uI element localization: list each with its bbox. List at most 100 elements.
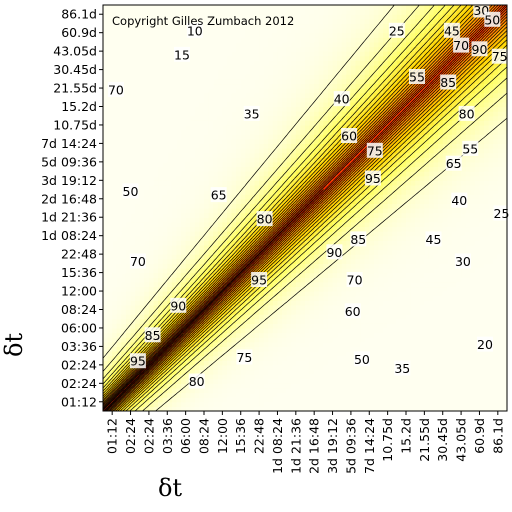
heat-cell <box>341 203 347 209</box>
heat-cell <box>236 51 242 57</box>
heat-cell <box>158 277 164 283</box>
heat-cell <box>305 129 311 135</box>
heat-cell <box>263 323 269 329</box>
heat-cell <box>162 101 168 108</box>
heat-cell <box>337 134 343 140</box>
heat-cell <box>254 64 260 71</box>
heat-cell <box>135 23 141 29</box>
heat-cell <box>305 198 311 204</box>
heat-cell <box>327 374 334 380</box>
heat-cell <box>185 60 191 66</box>
heat-cell <box>139 14 145 20</box>
heat-cell <box>185 129 191 135</box>
heat-cell <box>337 281 343 288</box>
heat-cell <box>139 60 145 66</box>
heat-cell <box>226 143 233 149</box>
heat-cell <box>346 212 352 218</box>
heat-cell <box>341 14 347 20</box>
heat-cell <box>240 152 246 158</box>
heat-cell <box>272 286 279 292</box>
heat-cell <box>360 364 366 371</box>
heat-cell <box>204 383 210 389</box>
heat-cell <box>176 88 182 94</box>
heat-cell <box>231 189 237 195</box>
heat-cell <box>190 212 196 218</box>
heat-cell <box>139 138 145 145</box>
heat-cell <box>236 129 242 135</box>
heat-cell <box>181 240 187 246</box>
heat-cell <box>148 134 155 140</box>
heat-cell <box>327 323 334 329</box>
heat-cell <box>213 309 219 315</box>
heat-cell <box>277 341 283 348</box>
heat-cell <box>153 171 159 177</box>
heat-cell <box>226 189 233 195</box>
heat-cell <box>323 97 329 103</box>
heat-cell <box>171 184 178 191</box>
heat-cell <box>263 295 269 301</box>
heat-cell <box>337 166 343 172</box>
heat-cell <box>135 161 141 168</box>
heat-cell <box>350 267 357 274</box>
heat-cell <box>112 235 118 241</box>
heat-cell <box>148 111 155 117</box>
heat-cell <box>144 323 150 329</box>
heat-cell <box>107 161 113 168</box>
heat-cell <box>291 198 297 204</box>
heat-cell <box>337 332 343 338</box>
heat-cell <box>282 51 288 57</box>
heat-cell <box>158 92 164 98</box>
heat-cell <box>185 5 191 11</box>
heat-cell <box>139 304 145 311</box>
heat-cell <box>208 64 214 71</box>
heat-cell <box>204 88 210 94</box>
heat-cell <box>350 300 357 306</box>
heat-cell <box>300 397 306 403</box>
heat-cell <box>259 323 265 329</box>
heat-cell <box>346 258 352 264</box>
heat-cell <box>130 217 136 223</box>
heat-cell <box>121 37 127 43</box>
heat-cell <box>291 226 297 232</box>
heat-cell <box>112 171 118 177</box>
heat-cell <box>167 152 173 158</box>
heat-cell <box>236 364 242 371</box>
heat-cell <box>112 351 118 357</box>
heat-cell <box>355 244 361 251</box>
heat-cell <box>254 231 260 237</box>
heat-cell <box>282 92 288 98</box>
heat-cell <box>295 97 302 103</box>
heat-cell <box>300 249 306 255</box>
heat-cell <box>286 88 292 94</box>
heat-cell <box>300 157 306 163</box>
heat-cell <box>263 383 269 389</box>
heat-cell <box>217 23 223 29</box>
heat-cell <box>327 369 334 375</box>
heat-cell <box>153 69 159 75</box>
heat-cell <box>199 69 205 75</box>
heat-cell <box>185 397 191 403</box>
heat-cell <box>144 203 150 209</box>
heat-cell <box>300 120 306 126</box>
heat-cell <box>360 212 366 218</box>
heat-cell <box>181 189 187 195</box>
heat-cell <box>171 281 178 288</box>
heat-cell <box>116 249 122 255</box>
heat-cell <box>217 32 223 38</box>
heat-cell <box>254 134 260 140</box>
heat-cell <box>337 378 343 384</box>
heat-cell <box>305 291 311 297</box>
heat-cell <box>190 272 196 278</box>
heat-cell <box>103 244 109 251</box>
heat-cell <box>185 106 191 112</box>
heat-cell <box>277 203 283 209</box>
heat-cell <box>139 378 145 384</box>
heat-cell <box>144 78 150 85</box>
heat-cell <box>323 406 329 411</box>
heat-cell <box>121 111 127 117</box>
heat-cell <box>346 148 352 154</box>
heat-cell <box>116 32 122 38</box>
heat-cell <box>176 194 182 200</box>
heat-cell <box>286 194 292 200</box>
heat-cell <box>318 323 324 329</box>
